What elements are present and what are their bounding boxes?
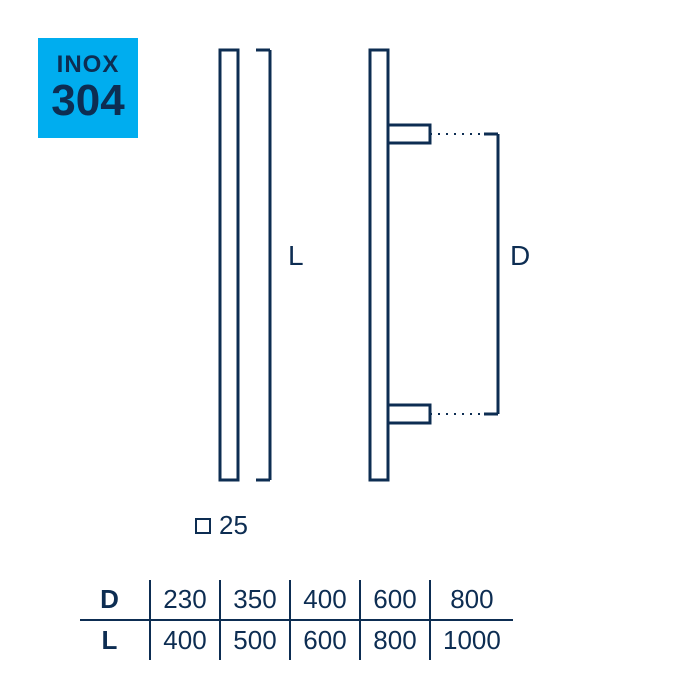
badge-line2: 304 xyxy=(51,78,124,124)
badge-line1: INOX xyxy=(57,52,120,77)
table-row: D230350400600800 xyxy=(80,580,513,620)
technical-diagram xyxy=(160,30,540,510)
table-row-label: L xyxy=(80,620,150,660)
profile-size-note: 25 xyxy=(195,510,248,541)
table-cell: 800 xyxy=(360,620,430,660)
table-cell: 600 xyxy=(290,620,360,660)
table-cell: 350 xyxy=(220,580,290,620)
size-table: D230350400600800L4005006008001000 xyxy=(80,580,513,660)
material-badge: INOX 304 xyxy=(38,38,138,138)
canvas: INOX 304 L D 25 D230350400600800L4005006… xyxy=(0,0,700,700)
square-icon xyxy=(195,518,211,534)
table-cell: 600 xyxy=(360,580,430,620)
table-cell: 230 xyxy=(150,580,220,620)
table-cell: 800 xyxy=(430,580,513,620)
profile-size-value: 25 xyxy=(219,510,248,541)
table-cell: 500 xyxy=(220,620,290,660)
table-cell: 1000 xyxy=(430,620,513,660)
dimension-label-D: D xyxy=(510,240,530,272)
dimension-label-L: L xyxy=(288,240,304,272)
table-cell: 400 xyxy=(290,580,360,620)
table-row: L4005006008001000 xyxy=(80,620,513,660)
table-row-label: D xyxy=(80,580,150,620)
table-cell: 400 xyxy=(150,620,220,660)
